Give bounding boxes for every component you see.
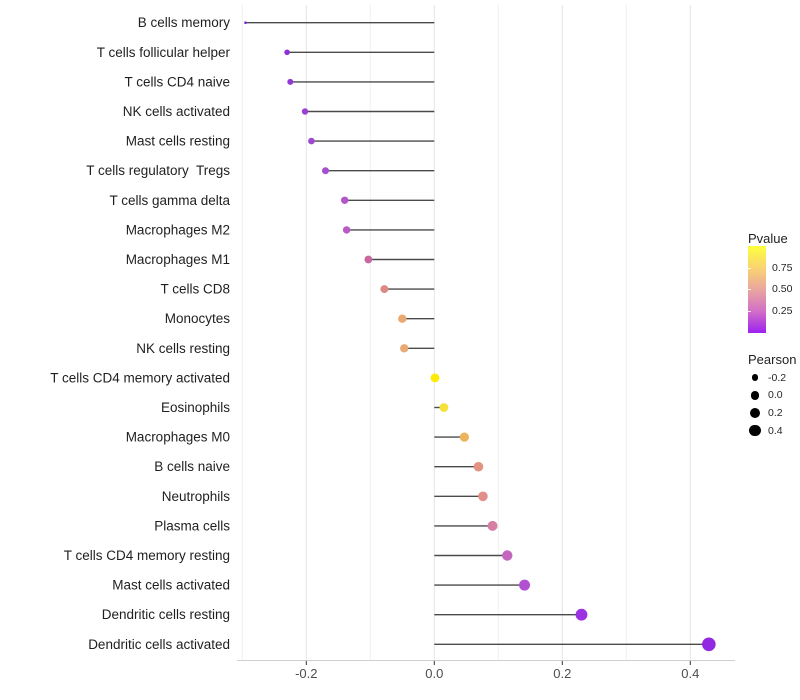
y-axis-label: Monocytes — [165, 311, 231, 326]
lollipop-point — [284, 49, 290, 56]
y-axis-label: NK cells activated — [123, 104, 230, 119]
x-tick-label: 0.0 — [425, 666, 443, 681]
pvalue-legend-label: 0.75 — [772, 261, 793, 274]
y-axis-label: T cells CD4 memory activated — [50, 370, 230, 385]
pearson-size-legend: Pearson -0.2 0.0 0.2 0.4 — [748, 352, 800, 447]
y-axis-label: T cells CD4 naive — [124, 74, 230, 89]
lollipop-point — [459, 432, 469, 442]
lollipop-point — [308, 137, 315, 145]
lollipop-point — [364, 255, 373, 264]
lollipop-point — [287, 78, 294, 85]
y-axis-label: Eosinophils — [161, 400, 230, 415]
y-axis-label: T cells CD4 memory resting — [64, 548, 230, 563]
y-axis-label: Macrophages M2 — [126, 222, 230, 237]
y-axis-label: Mast cells activated — [112, 578, 230, 593]
x-tick-label: 0.2 — [553, 666, 571, 681]
lollipop-point — [439, 403, 449, 412]
pearson-legend-label: 0.2 — [768, 406, 783, 419]
pearson-legend-label: 0.4 — [768, 424, 783, 437]
y-axis-label: NK cells resting — [136, 341, 230, 356]
y-axis-label: Mast cells resting — [126, 134, 230, 149]
pvalue-legend-title: Pvalue — [748, 231, 788, 246]
pvalue-bar-tick — [748, 289, 751, 290]
pearson-legend-dot — [750, 407, 760, 418]
lollipop-point — [702, 637, 716, 652]
pvalue-bar-tick — [748, 310, 751, 312]
lollipop-point — [575, 608, 588, 621]
lollipop-point — [473, 461, 484, 472]
lollipop-point — [519, 579, 531, 591]
pvalue-legend-label: 0.50 — [772, 283, 793, 295]
lollipop-point — [341, 196, 349, 204]
y-axis-label: Neutrophils — [162, 489, 231, 504]
pvalue-legend-label: 0.25 — [772, 304, 793, 317]
pvalue-bar-tick — [748, 267, 751, 269]
y-axis-label: Macrophages M1 — [126, 252, 230, 267]
y-axis-label: Plasma cells — [154, 518, 230, 533]
lollipop-point — [487, 520, 498, 531]
y-axis-label: Dendritic cells resting — [102, 607, 230, 622]
x-tick-label: 0.4 — [681, 666, 699, 681]
lollipop-point — [478, 491, 488, 502]
lollipop-point — [430, 373, 440, 383]
lollipop-point — [301, 108, 309, 115]
x-tick-label: -0.2 — [295, 666, 317, 681]
pearson-legend-dot — [750, 391, 760, 400]
y-axis-label: T cells follicular helper — [97, 45, 231, 60]
lollipop-point — [380, 285, 389, 294]
y-axis-label: T cells CD8 — [160, 282, 230, 297]
y-axis-label: B cells naive — [154, 459, 230, 474]
lollipop-point — [322, 167, 329, 175]
y-axis-label: B cells memory — [138, 15, 231, 30]
pearson-legend-dot — [749, 424, 761, 437]
y-axis-label: T cells regulatory Tregs — [86, 163, 230, 178]
pearson-legend-dot — [751, 374, 759, 381]
pearson-legend-label: 0.0 — [768, 389, 783, 402]
lollipop-point — [398, 314, 407, 323]
y-axis-label: Dendritic cells activated — [88, 637, 230, 652]
y-axis-label: Macrophages M0 — [126, 430, 230, 445]
pearson-legend-title: Pearson — [748, 352, 797, 367]
pvalue-gradient-bar — [748, 246, 766, 333]
lollipop-point — [400, 344, 409, 353]
lollipop-point — [342, 226, 351, 234]
lollipop-point — [502, 550, 513, 561]
y-axis-label: T cells gamma delta — [109, 193, 230, 208]
lollipop-point — [244, 21, 247, 25]
pvalue-color-legend: Pvalue 0.75 0.50 0.25 — [748, 231, 800, 341]
pearson-legend-label: -0.2 — [768, 371, 787, 384]
